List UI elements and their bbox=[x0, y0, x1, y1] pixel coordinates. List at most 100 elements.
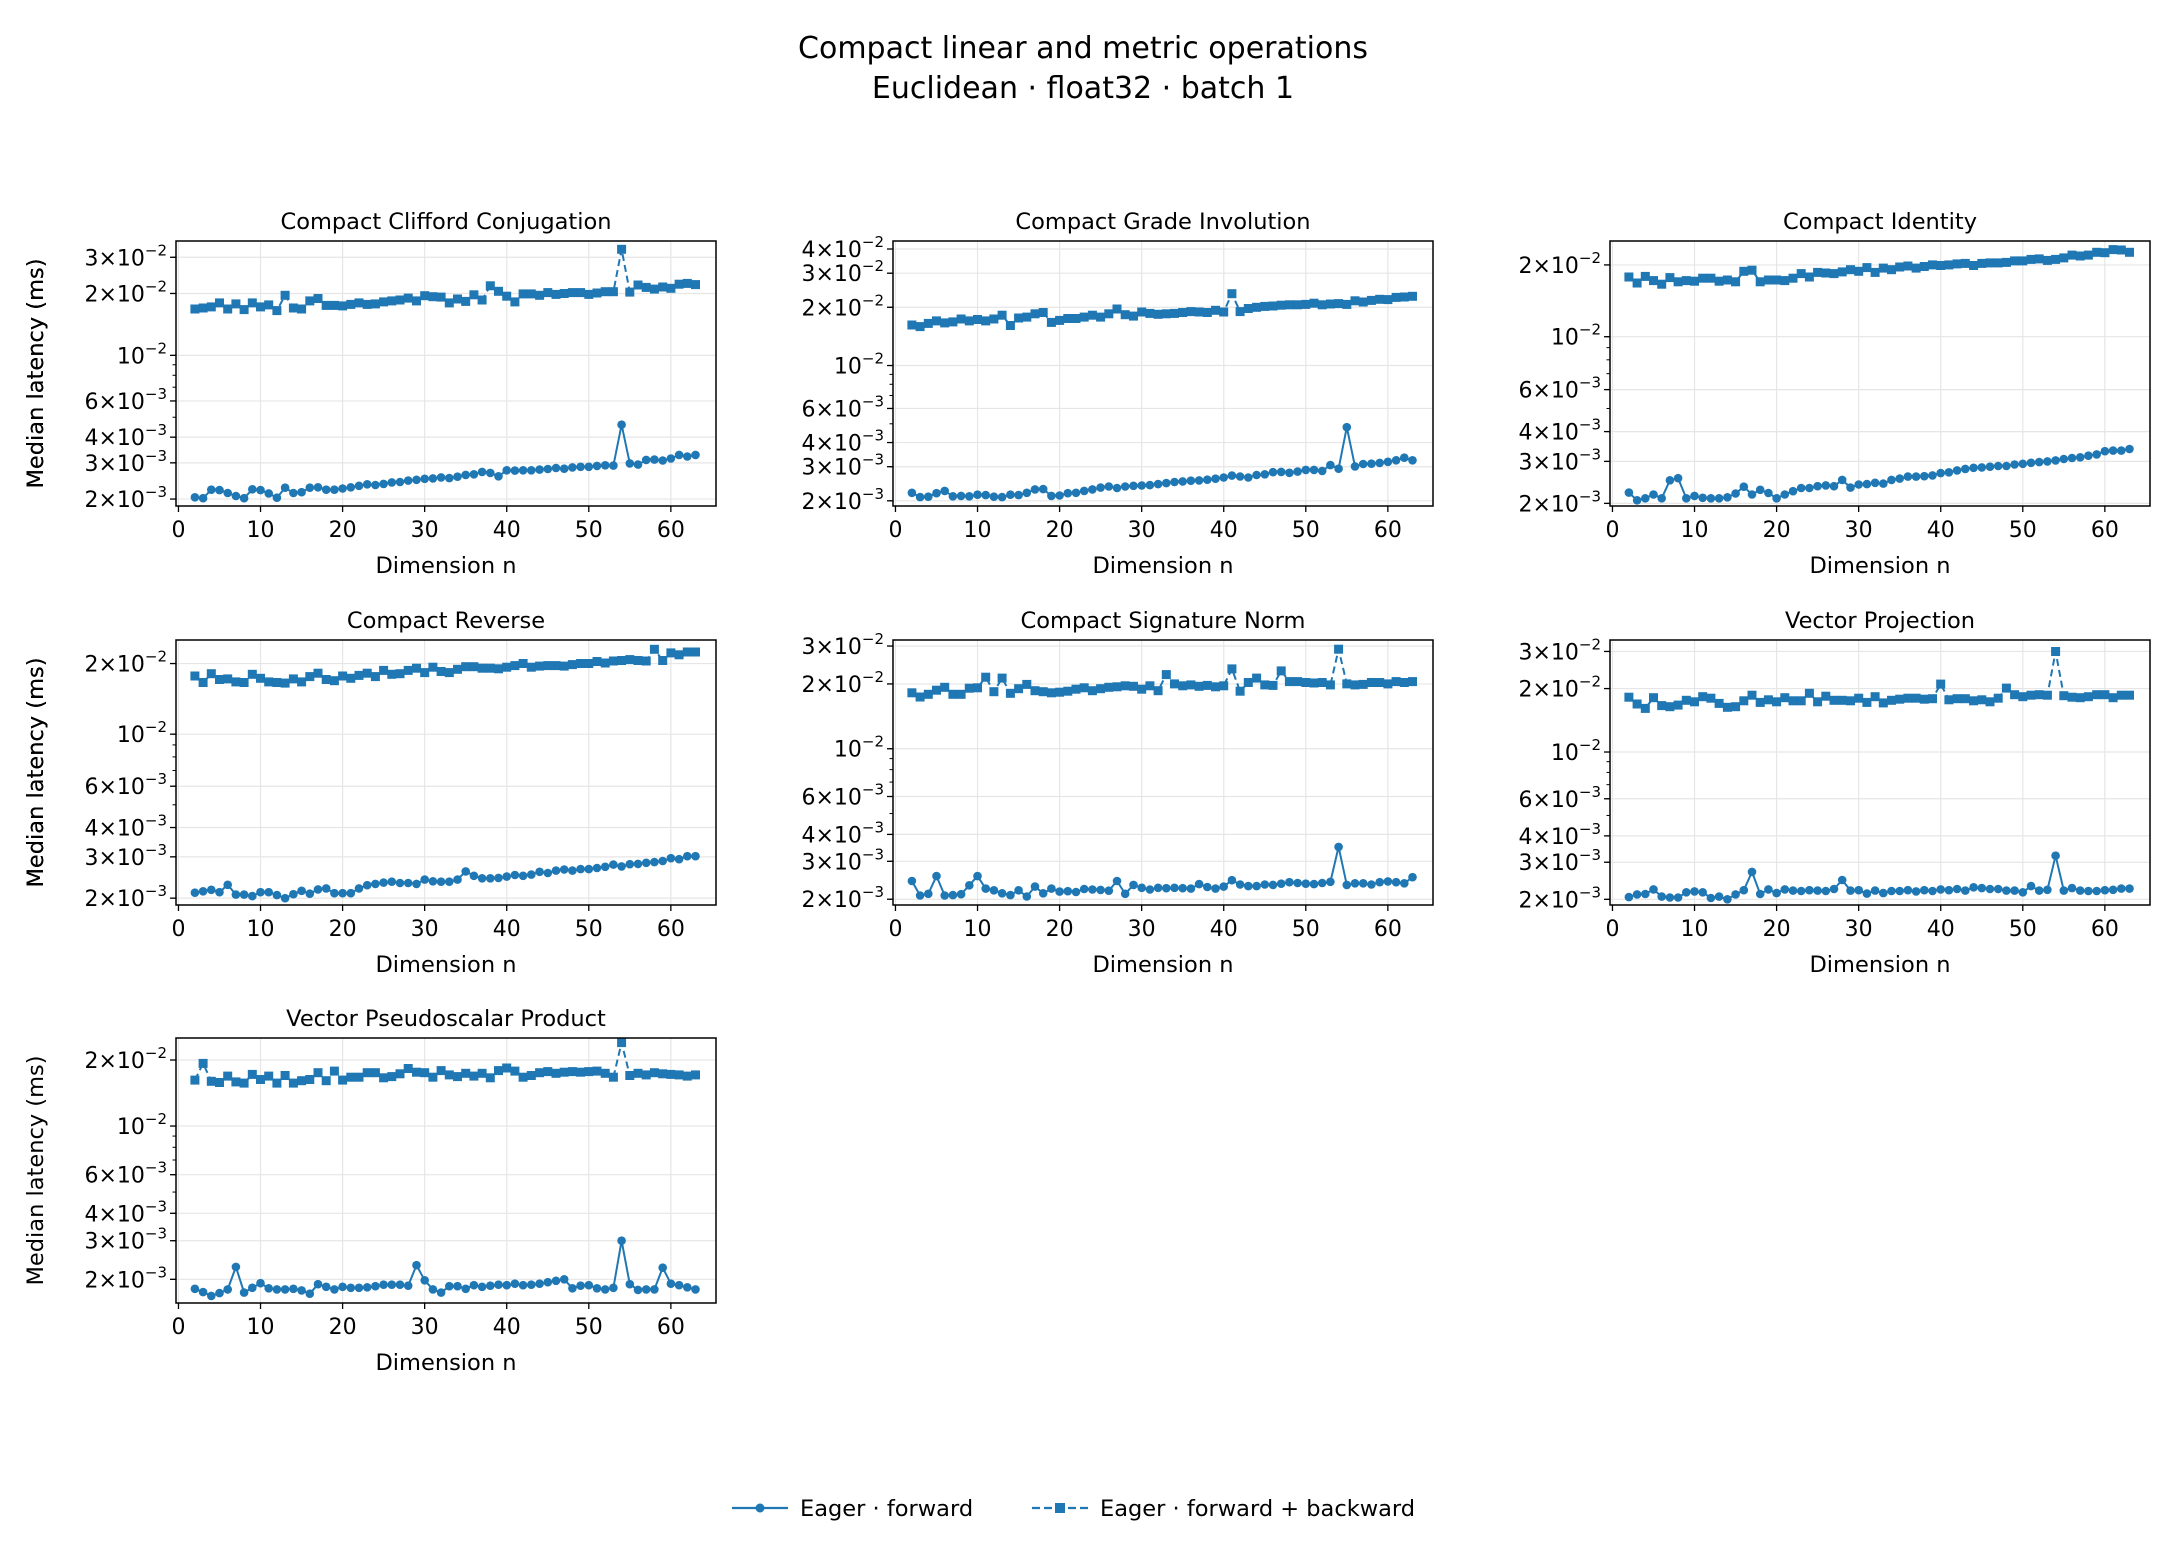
data-point bbox=[2034, 886, 2044, 895]
data-point bbox=[666, 648, 676, 658]
subplot-title: Compact Signature Norm bbox=[1021, 608, 1306, 634]
data-point bbox=[1235, 307, 1245, 317]
data-point bbox=[674, 450, 684, 460]
data-point bbox=[691, 450, 700, 460]
y-tick-mantissa: 2 bbox=[801, 490, 815, 515]
y-tick-exponent: −3 bbox=[862, 427, 884, 445]
y-tick-exponent: −3 bbox=[145, 385, 167, 403]
data-point bbox=[2051, 456, 2060, 465]
data-point bbox=[1301, 879, 1311, 888]
data-point bbox=[215, 485, 224, 495]
data-point bbox=[1911, 263, 1921, 273]
y-tick-exponent: −2 bbox=[145, 241, 167, 259]
data-point bbox=[1887, 886, 1896, 896]
data-point bbox=[600, 1285, 610, 1294]
data-point bbox=[932, 685, 941, 695]
data-point bbox=[1366, 295, 1376, 305]
data-point bbox=[2018, 888, 2028, 897]
data-point bbox=[518, 659, 528, 668]
data-point bbox=[1326, 460, 1335, 470]
data-point bbox=[1079, 486, 1089, 496]
legend-forward-marker bbox=[755, 1503, 765, 1513]
data-point bbox=[379, 479, 388, 489]
y-tick-exponent: −2 bbox=[1579, 635, 1601, 653]
data-point bbox=[510, 1279, 520, 1288]
data-point bbox=[997, 889, 1007, 898]
series-forward-backward bbox=[190, 1038, 700, 1088]
data-point bbox=[1673, 893, 1683, 902]
data-point bbox=[1837, 875, 1847, 885]
data-point bbox=[362, 668, 372, 678]
data-point bbox=[1088, 485, 1097, 494]
y-tick-mantissa: 4 bbox=[84, 1202, 98, 1227]
subplot-compact-reverse: 0 10 20 30 40 50 602×10−33×10−34×10−36×10−310−… bbox=[23, 608, 717, 978]
data-point bbox=[1276, 467, 1286, 477]
data-point bbox=[288, 674, 298, 684]
subplot-compact-clifford-conjugation: 0 10 20 30 40 50 602×10−33×10−34×10−36×10−310−… bbox=[23, 209, 717, 579]
data-point bbox=[494, 1280, 503, 1289]
data-point bbox=[1006, 890, 1015, 900]
y-tick-base: 10 bbox=[1551, 741, 1579, 766]
data-point bbox=[1829, 695, 1839, 705]
data-point bbox=[477, 1282, 487, 1292]
data-point bbox=[649, 284, 659, 294]
x-tick-label: 20 bbox=[1046, 917, 1074, 942]
y-tick-mantissa: 2 bbox=[84, 887, 98, 912]
data-point bbox=[231, 677, 241, 687]
data-point bbox=[965, 881, 974, 890]
data-point bbox=[395, 878, 405, 888]
data-point bbox=[486, 468, 495, 478]
legend-forward-label: Eager · forward bbox=[800, 1496, 973, 1522]
x-tick-label: 30 bbox=[411, 518, 439, 543]
y-tick-base: 10 bbox=[834, 673, 862, 698]
data-point bbox=[1120, 889, 1130, 899]
data-point bbox=[494, 472, 503, 481]
data-point bbox=[1301, 678, 1311, 687]
data-point bbox=[576, 864, 585, 874]
data-point bbox=[321, 300, 331, 310]
data-point bbox=[190, 493, 200, 502]
data-point bbox=[1829, 269, 1839, 279]
y-tick-exponent: −2 bbox=[1579, 321, 1601, 339]
data-point bbox=[666, 1279, 676, 1288]
data-point bbox=[428, 1072, 438, 1082]
y-tick-base: 10 bbox=[1551, 851, 1579, 876]
y-tick-exponent: −2 bbox=[862, 257, 884, 275]
data-point bbox=[272, 890, 282, 900]
data-point bbox=[1276, 300, 1286, 310]
data-point bbox=[1317, 300, 1327, 310]
data-point bbox=[907, 320, 917, 330]
data-point bbox=[198, 1287, 208, 1297]
y-tick-base: 10 bbox=[117, 887, 145, 912]
data-point bbox=[1342, 299, 1352, 309]
data-point bbox=[1235, 472, 1245, 481]
data-point bbox=[461, 662, 471, 672]
axes-frame bbox=[892, 639, 1434, 906]
data-point bbox=[1649, 276, 1658, 286]
data-point bbox=[2067, 692, 2077, 702]
data-point bbox=[1854, 480, 1863, 489]
data-point bbox=[1936, 468, 1945, 478]
data-point bbox=[1714, 494, 1724, 503]
data-point bbox=[387, 296, 397, 306]
data-point bbox=[2059, 454, 2069, 464]
y-tick-times: × bbox=[98, 1268, 116, 1293]
data-point bbox=[956, 889, 966, 899]
series-forward-backward bbox=[907, 289, 1417, 332]
data-point bbox=[510, 870, 520, 880]
data-point bbox=[1326, 877, 1335, 887]
data-point bbox=[1755, 889, 1765, 899]
data-point bbox=[1162, 883, 1171, 893]
data-point bbox=[1235, 686, 1245, 696]
data-point bbox=[305, 1075, 315, 1084]
data-point bbox=[1706, 893, 1716, 903]
y-tick-label: 2×10−3 bbox=[1518, 883, 1601, 913]
data-point bbox=[2092, 450, 2101, 459]
data-point bbox=[682, 647, 692, 657]
data-point bbox=[428, 1285, 438, 1294]
x-tick-label: 0 bbox=[888, 518, 902, 543]
y-tick-times: × bbox=[98, 1202, 116, 1227]
data-point bbox=[362, 880, 372, 890]
data-point bbox=[1293, 467, 1302, 476]
data-point bbox=[956, 491, 966, 501]
